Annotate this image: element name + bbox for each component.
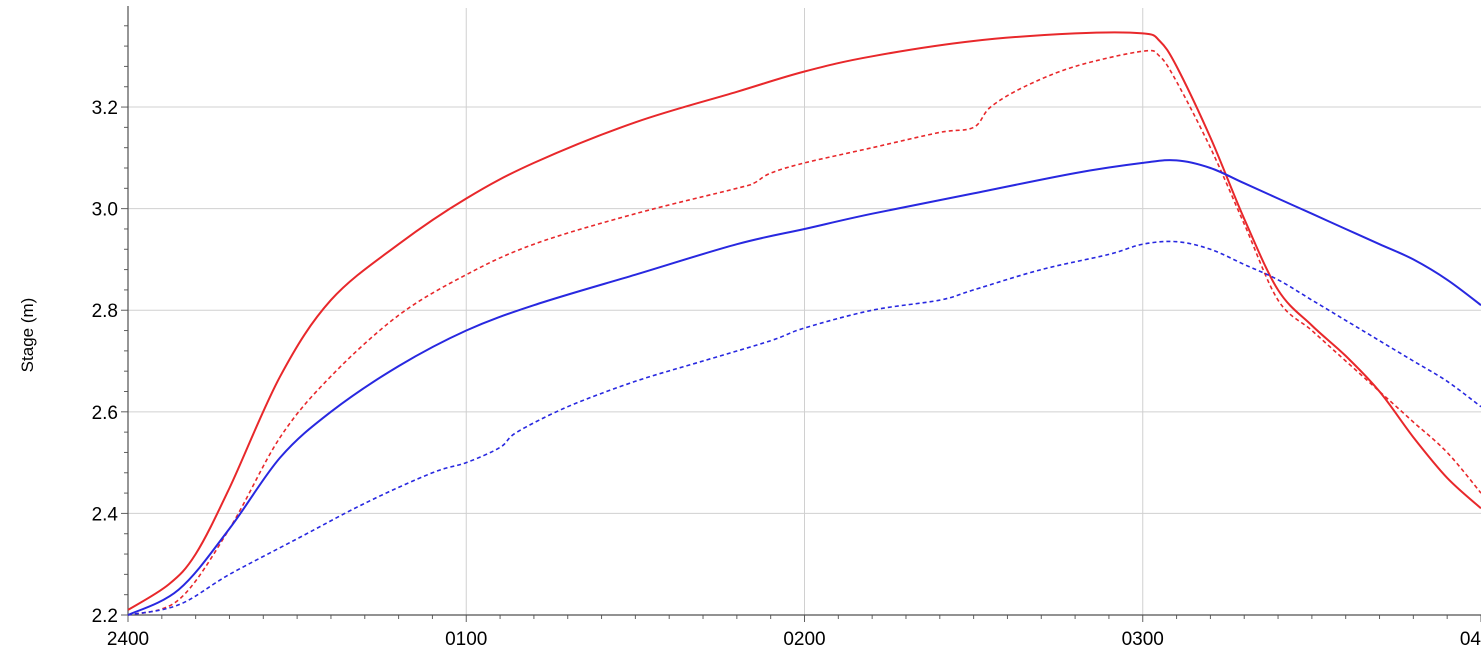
x-tick-label: 0300: [1122, 629, 1164, 650]
y-tick-label: 2.2: [92, 606, 118, 627]
y-tick-label: 3.2: [92, 98, 118, 119]
y-tick-label: 2.6: [92, 403, 118, 424]
x-tick-label: 0400: [1460, 629, 1481, 650]
y-tick-label: 2.4: [92, 504, 119, 525]
x-tick-label: 0200: [783, 629, 825, 650]
y-tick-label: 2.8: [92, 301, 118, 322]
series-line-4: [127, 240, 1481, 616]
series-line-3: [127, 159, 1481, 616]
y-axis-title: Stage (m): [18, 298, 37, 373]
x-tick-label: 0100: [445, 629, 487, 650]
grid-lines: [128, 8, 1481, 615]
tick-labels: 2.2 2.4 2.6 2.8 3.0 3.2 2400 0100 0200 0300 0400: [92, 98, 1481, 650]
axes: [121, 6, 1481, 622]
x-tick-label: 2400: [107, 629, 149, 650]
series-line-1: [127, 31, 1481, 611]
y-tick-label: 3.0: [92, 200, 118, 221]
series-lines: [127, 31, 1481, 616]
